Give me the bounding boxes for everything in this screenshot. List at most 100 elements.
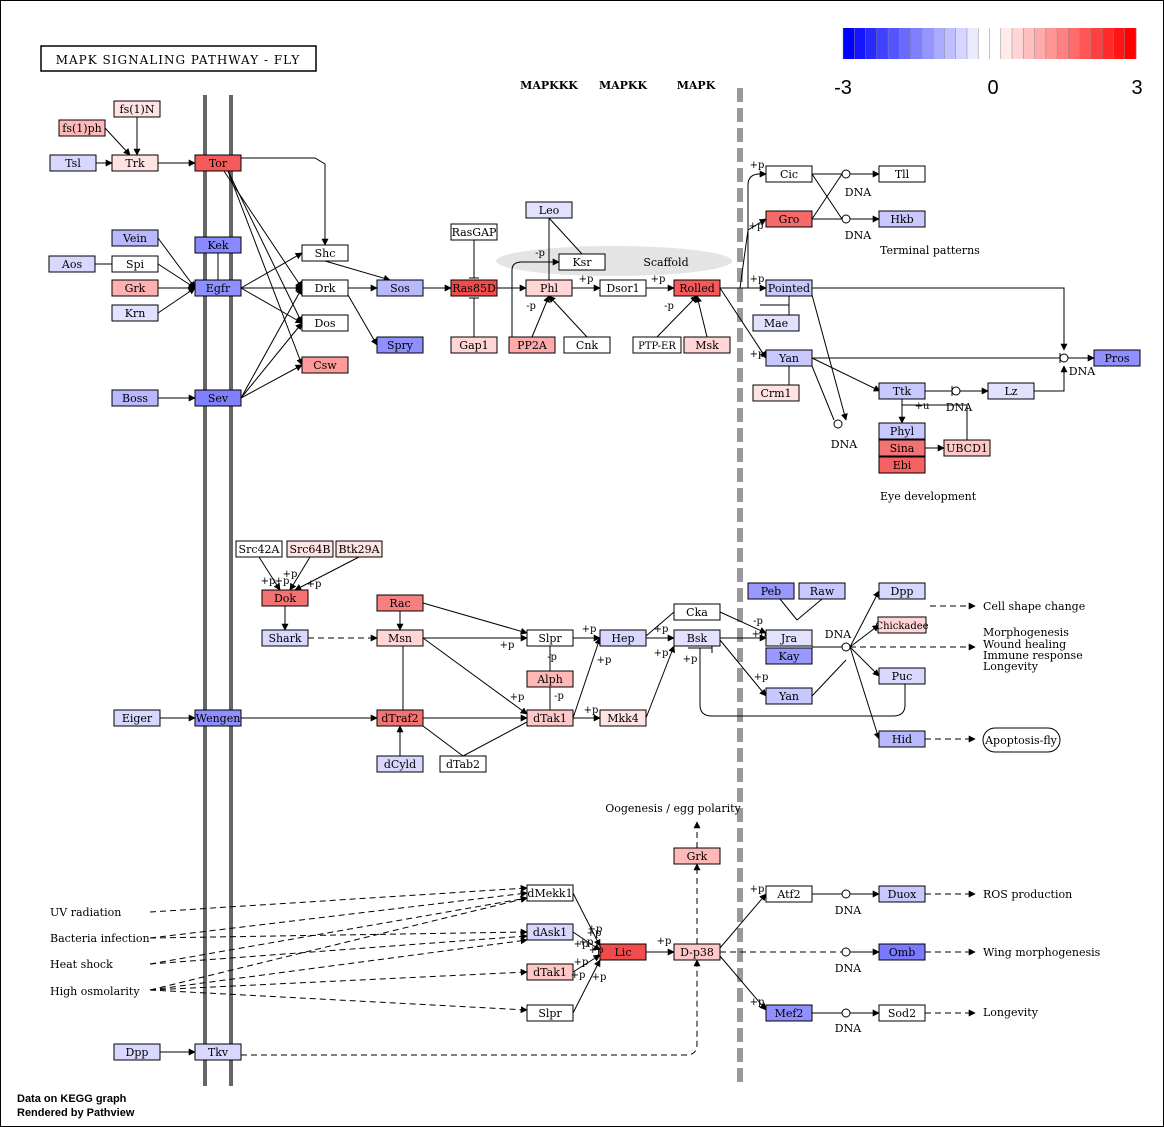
gene-box[interactable] — [878, 730, 926, 748]
gene-node-dpp2[interactable]: Dpp — [113, 1043, 161, 1061]
gene-node-btk29a[interactable]: Btk29A — [335, 540, 383, 558]
gene-box[interactable] — [877, 616, 927, 634]
gene-node-dok[interactable]: Dok — [261, 589, 309, 607]
gene-node-aos[interactable]: Aos — [48, 255, 96, 273]
gene-box[interactable] — [526, 923, 574, 941]
gene-box[interactable] — [526, 670, 574, 688]
gene-node-ptper[interactable]: PTP-ER — [632, 336, 682, 354]
gene-box[interactable] — [673, 629, 721, 647]
gene-box[interactable] — [526, 709, 574, 727]
gene-box[interactable] — [376, 755, 424, 773]
gene-box[interactable] — [765, 210, 813, 228]
gene-node-msk[interactable]: Msk — [683, 336, 731, 354]
gene-box[interactable] — [508, 336, 556, 354]
gene-box[interactable] — [194, 389, 242, 407]
gene-node-dask1[interactable]: dAsk1 — [526, 923, 574, 941]
gene-node-omb[interactable]: Omb — [878, 943, 926, 961]
gene-box[interactable] — [878, 885, 926, 903]
gene-box[interactable] — [58, 119, 106, 137]
gene-box[interactable] — [301, 314, 349, 332]
gene-node-kay[interactable]: Kay — [765, 647, 813, 665]
gene-box[interactable] — [878, 667, 926, 685]
gene-box[interactable] — [301, 244, 349, 262]
gene-node-kek[interactable]: Kek — [194, 236, 242, 254]
gene-node-slpr1[interactable]: Slpr — [526, 629, 574, 647]
gene-node-cka[interactable]: Cka — [673, 603, 721, 621]
gene-box[interactable] — [111, 279, 159, 297]
gene-node-yan2[interactable]: Yan — [765, 687, 813, 705]
gene-node-eiger[interactable]: Eiger — [113, 709, 161, 727]
gene-box[interactable] — [878, 582, 926, 600]
gene-node-mkk4[interactable]: Mkk4 — [599, 709, 647, 727]
gene-node-mef2[interactable]: Mef2 — [765, 1004, 813, 1022]
gene-node-sos[interactable]: Sos — [376, 279, 424, 297]
gene-box[interactable] — [765, 687, 813, 705]
gene-node-rac[interactable]: Rac — [376, 594, 424, 612]
gene-box[interactable] — [194, 154, 242, 172]
gene-box[interactable] — [673, 279, 721, 297]
gene-box[interactable] — [235, 540, 283, 558]
gene-node-tll[interactable]: Tll — [878, 165, 926, 183]
gene-node-shc[interactable]: Shc — [301, 244, 349, 262]
gene-box[interactable] — [878, 456, 926, 474]
gene-box[interactable] — [111, 229, 159, 247]
gene-node-grk2[interactable]: Grk — [673, 847, 721, 865]
gene-box[interactable] — [765, 349, 813, 367]
gene-node-lz[interactable]: Lz — [987, 382, 1035, 400]
gene-node-ttk[interactable]: Ttk — [878, 382, 926, 400]
gene-box[interactable] — [526, 884, 574, 902]
gene-node-puc[interactable]: Puc — [878, 667, 926, 685]
gene-node-phl[interactable]: Phl — [525, 279, 573, 297]
gene-box[interactable] — [111, 154, 159, 172]
gene-node-jra[interactable]: Jra — [765, 629, 813, 647]
gene-box[interactable] — [194, 236, 242, 254]
gene-node-dsor1[interactable]: Dsor1 — [599, 279, 647, 297]
gene-node-dmekk1[interactable]: dMekk1 — [526, 884, 574, 902]
gene-box[interactable] — [878, 1004, 926, 1022]
gene-box[interactable] — [376, 279, 424, 297]
gene-node-fs1n[interactable]: fs(1)N — [113, 100, 161, 118]
gene-box[interactable] — [673, 847, 721, 865]
gene-box[interactable] — [599, 279, 647, 297]
gene-box[interactable] — [1093, 349, 1141, 367]
gene-box[interactable] — [878, 210, 926, 228]
gene-node-leo[interactable]: Leo — [525, 201, 573, 219]
gene-box[interactable] — [286, 540, 334, 558]
gene-box[interactable] — [376, 336, 424, 354]
gene-node-rolled[interactable]: Rolled — [673, 279, 721, 297]
gene-box[interactable] — [599, 943, 647, 961]
gene-node-dtak1b[interactable]: dTak1 — [526, 963, 574, 981]
gene-box[interactable] — [450, 279, 498, 297]
gene-box[interactable] — [376, 709, 424, 727]
gene-node-vein[interactable]: Vein — [111, 229, 159, 247]
gene-node-dtab2[interactable]: dTab2 — [439, 755, 487, 773]
gene-box[interactable] — [48, 255, 96, 273]
gene-node-cnk[interactable]: Cnk — [563, 336, 611, 354]
gene-box[interactable] — [526, 1004, 574, 1022]
gene-box[interactable] — [113, 709, 161, 727]
gene-box[interactable] — [111, 304, 159, 322]
gene-box[interactable] — [301, 279, 349, 297]
gene-box[interactable] — [111, 255, 159, 273]
gene-box[interactable] — [943, 439, 991, 457]
gene-box[interactable] — [261, 589, 309, 607]
gene-node-boss[interactable]: Boss — [111, 389, 159, 407]
gene-box[interactable] — [765, 629, 813, 647]
gene-box[interactable] — [765, 885, 813, 903]
gene-box[interactable] — [49, 154, 97, 172]
gene-node-dp38[interactable]: D-p38 — [673, 943, 721, 961]
gene-box[interactable] — [113, 1043, 161, 1061]
gene-box[interactable] — [752, 314, 800, 332]
gene-box[interactable] — [261, 629, 309, 647]
gene-node-shark[interactable]: Shark — [261, 629, 309, 647]
gene-node-src64b[interactable]: Src64B — [286, 540, 334, 558]
gene-box[interactable] — [525, 201, 573, 219]
gene-box[interactable] — [113, 100, 161, 118]
gene-box[interactable] — [878, 382, 926, 400]
gene-box[interactable] — [878, 165, 926, 183]
gene-node-mae[interactable]: Mae — [752, 314, 800, 332]
gene-node-wengen[interactable]: Wengen — [194, 709, 242, 727]
gene-box[interactable] — [526, 629, 574, 647]
gene-box[interactable] — [673, 603, 721, 621]
gene-node-dtraf2[interactable]: dTraf2 — [376, 709, 424, 727]
